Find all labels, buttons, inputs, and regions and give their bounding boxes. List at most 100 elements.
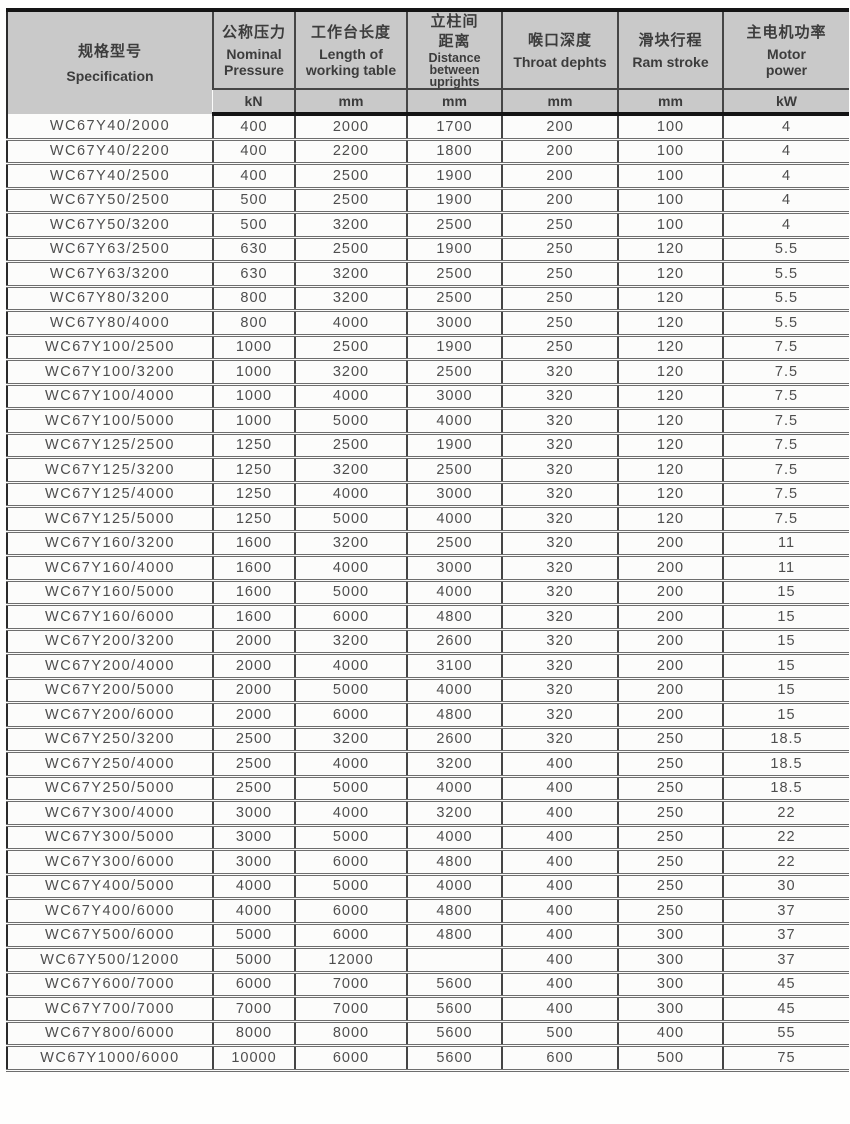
column-header-nominal-pressure: 公称压力 Nominal Pressure [212,10,295,90]
table-row: WC67Y125/5000 1250 5000 4000 320 120 7.5 [7,506,849,533]
value-cell: 5.5 [722,261,849,288]
value-cell: 4000 [406,506,502,533]
value-cell: 3000 [406,555,502,582]
table-row: WC67Y40/2000 400 2000 1700 200 100 4 [7,114,849,141]
value-cell: 600 [501,1045,618,1072]
table-row: WC67Y160/6000 1600 6000 4800 320 200 15 [7,604,849,631]
value-cell: 2500 [406,261,502,288]
value-cell: 200 [617,604,723,631]
specification-table: 规格型号 Specification 公称压力 Nominal Pressure… [6,8,849,1072]
table-row: WC67Y250/3200 2500 3200 2600 320 250 18.5 [7,727,849,753]
value-cell: 6000 [294,1045,407,1072]
table-row: WC67Y63/3200 630 3200 2500 250 120 5.5 [7,261,849,288]
value-cell: 200 [617,678,723,704]
value-cell: 3000 [212,849,295,876]
value-cell [406,947,502,974]
value-cell: 250 [501,212,618,239]
value-cell: 1600 [212,604,295,631]
value-cell: 4800 [406,604,502,631]
value-cell: 5600 [406,972,502,998]
value-cell: 4000 [294,384,407,410]
value-cell: 18.5 [722,727,849,753]
value-cell: 7.5 [722,506,849,533]
table-row: WC67Y100/4000 1000 4000 3000 320 120 7.5 [7,384,849,410]
value-cell: 4000 [406,408,502,435]
model-cell: WC67Y200/3200 [7,629,213,655]
value-cell: 320 [501,457,618,484]
value-cell: 18.5 [722,751,849,778]
table-row: WC67Y500/12000 5000 12000 400 300 37 [7,947,849,974]
value-cell: 200 [617,653,723,680]
uprights-label-zh2: 距离 [438,33,471,50]
value-cell: 400 [501,972,618,998]
value-cell: 1000 [212,408,295,435]
value-cell: 200 [501,163,618,190]
value-cell: 2000 [212,702,295,729]
value-cell: 250 [617,800,723,827]
value-cell: 120 [617,237,723,263]
value-cell: 5600 [406,1021,502,1047]
table-row: WC67Y300/5000 3000 5000 4000 400 250 22 [7,825,849,851]
value-cell: 320 [501,604,618,631]
value-cell: 7000 [294,996,407,1023]
model-cell: WC67Y200/4000 [7,653,213,680]
table-row: WC67Y100/5000 1000 5000 4000 320 120 7.5 [7,408,849,435]
pressure-label-zh: 公称压力 [221,23,286,41]
unit-uprights-distance: mm [406,89,502,116]
value-cell: 11 [722,555,849,582]
table-row: WC67Y200/6000 2000 6000 4800 320 200 15 [7,702,849,729]
unit-throat-depth: mm [501,89,618,116]
value-cell: 3100 [406,653,502,680]
value-cell: 100 [617,212,723,239]
table-header: 规格型号 Specification 公称压力 Nominal Pressure… [7,10,849,116]
value-cell: 250 [501,237,618,263]
uprights-label-zh1: 立柱间 [430,13,479,30]
value-cell: 5000 [212,923,295,949]
value-cell: 2500 [294,163,407,190]
value-cell: 5600 [406,996,502,1023]
model-cell: WC67Y600/7000 [7,972,213,998]
value-cell: 10000 [212,1045,295,1072]
value-cell: 2500 [406,457,502,484]
value-cell: 800 [212,310,295,337]
value-cell: 4 [722,163,849,190]
table-row: WC67Y400/6000 4000 6000 4800 400 250 37 [7,898,849,925]
value-cell: 75 [722,1045,849,1072]
model-cell: WC67Y125/3200 [7,457,213,484]
table-row: WC67Y300/4000 3000 4000 3200 400 250 22 [7,800,849,827]
value-cell: 7.5 [722,408,849,435]
value-cell: 120 [617,433,723,459]
value-cell: 3200 [294,531,407,557]
value-cell: 2500 [406,359,502,386]
model-cell: WC67Y50/2500 [7,188,213,214]
column-header-uprights-distance: 立柱间 距离 Distance between uprights [406,10,502,90]
value-cell: 2500 [406,531,502,557]
model-cell: WC67Y1000/6000 [7,1045,213,1072]
table-row: WC67Y700/7000 7000 7000 5600 400 300 45 [7,996,849,1023]
value-cell: 7.5 [722,433,849,459]
value-cell: 400 [617,1021,723,1047]
value-cell: 2500 [294,237,407,263]
value-cell: 4800 [406,702,502,729]
value-cell: 2500 [406,212,502,239]
value-cell: 1700 [406,114,502,141]
value-cell: 400 [501,776,618,802]
value-cell: 7.5 [722,359,849,386]
value-cell: 15 [722,604,849,631]
value-cell: 1900 [406,335,502,361]
value-cell: 1600 [212,555,295,582]
value-cell: 7.5 [722,457,849,484]
value-cell: 400 [501,923,618,949]
value-cell: 45 [722,972,849,998]
model-cell: WC67Y400/5000 [7,874,213,900]
value-cell: 4 [722,139,849,165]
value-cell: 100 [617,114,723,141]
value-cell: 500 [617,1045,723,1072]
specification-label-en: Specification [66,68,154,84]
value-cell: 3200 [294,212,407,239]
value-cell: 500 [212,212,295,239]
model-cell: WC67Y160/4000 [7,555,213,582]
model-cell: WC67Y63/2500 [7,237,213,263]
value-cell: 4000 [294,800,407,827]
value-cell: 4000 [294,751,407,778]
